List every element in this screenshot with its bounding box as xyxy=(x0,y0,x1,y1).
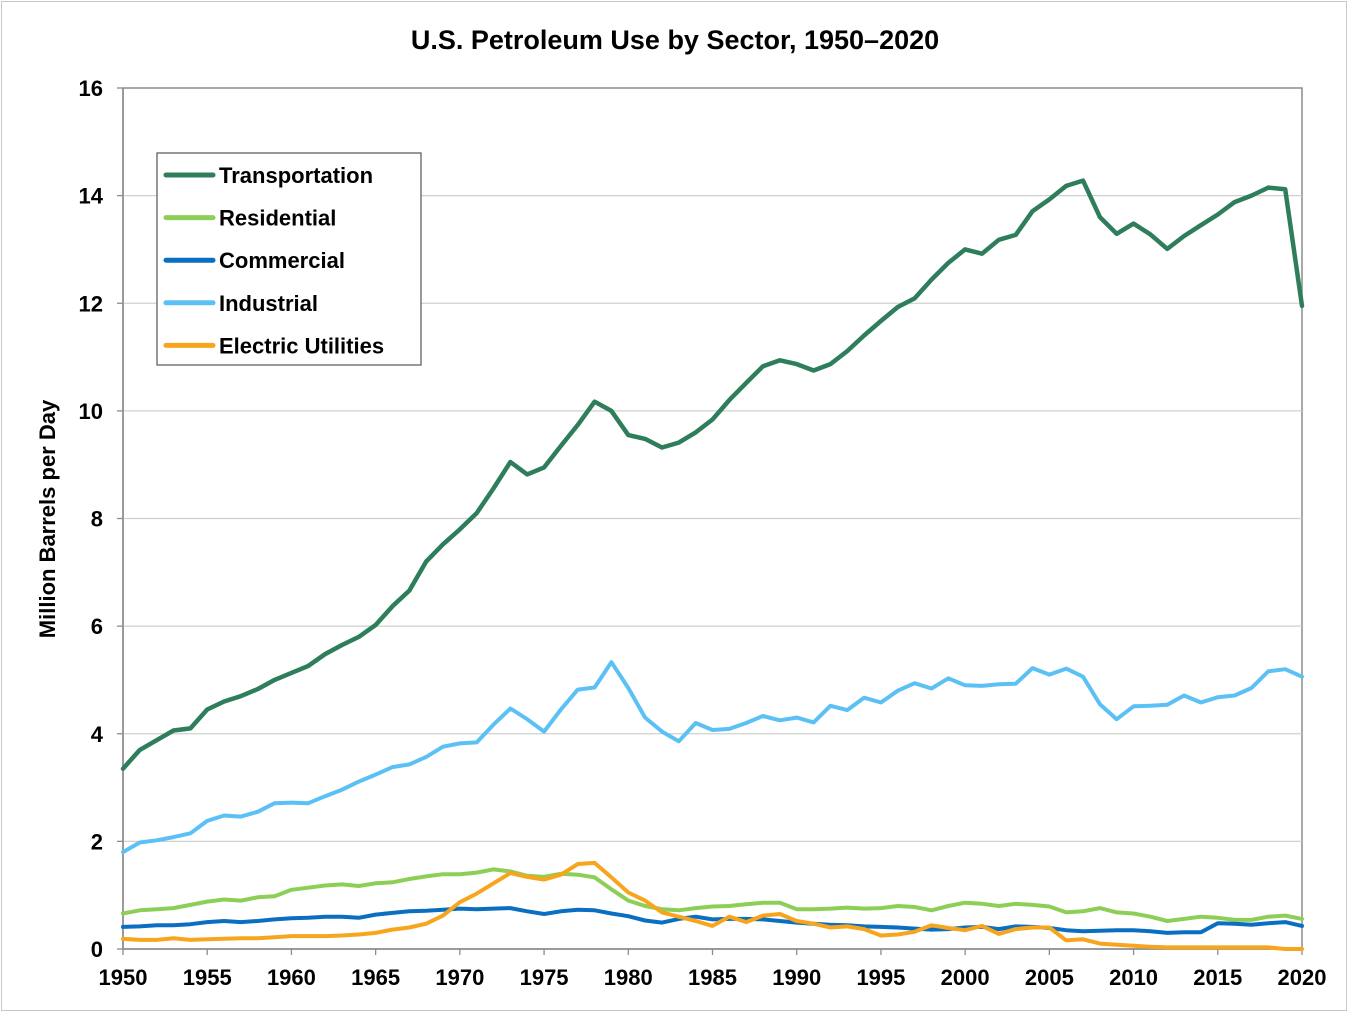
x-tick-label: 1985 xyxy=(688,965,737,990)
x-tick-label: 1950 xyxy=(99,965,148,990)
series-line-electric-utilities xyxy=(121,860,1304,951)
y-tick-label: 16 xyxy=(79,76,103,101)
legend-item-commercial: Commercial xyxy=(163,248,345,273)
y-tick-label: 10 xyxy=(79,399,103,424)
chart-title: U.S. Petroleum Use by Sector, 1950–2020 xyxy=(411,25,939,55)
y-tick-label: 2 xyxy=(91,829,103,854)
legend-item-electric-utilities: Electric Utilities xyxy=(163,333,384,358)
x-tick-label: 1980 xyxy=(604,965,653,990)
legend-label: Electric Utilities xyxy=(219,333,384,358)
y-tick-label: 8 xyxy=(91,507,103,532)
x-tick-label: 2010 xyxy=(1109,965,1158,990)
legend-label: Transportation xyxy=(219,163,373,188)
x-tick-label: 1995 xyxy=(856,965,905,990)
series-line-commercial xyxy=(121,906,1304,935)
x-tick-label: 1975 xyxy=(520,965,569,990)
legend-label: Industrial xyxy=(219,291,318,316)
y-tick-label: 14 xyxy=(79,184,104,209)
x-tick-label: 1970 xyxy=(435,965,484,990)
x-axis-ticks: 1950 1955 1960 1965 1970 1975 1980 1985 1990 1995… xyxy=(99,949,1327,990)
y-tick-label: 0 xyxy=(91,937,103,962)
y-axis-ticks: 0 2 4 6 8 10 12 14 16 xyxy=(79,76,123,962)
legend-item-transportation: Transportation xyxy=(163,163,373,188)
x-tick-label: 2020 xyxy=(1278,965,1327,990)
series-line-industrial xyxy=(121,660,1304,855)
x-tick-label: 1955 xyxy=(183,965,232,990)
legend-label: Residential xyxy=(219,206,336,231)
y-tick-label: 12 xyxy=(79,291,103,316)
legend-item-residential: Residential xyxy=(163,206,336,231)
x-tick-label: 1960 xyxy=(267,965,316,990)
x-tick-label: 1990 xyxy=(772,965,821,990)
x-tick-label: 2005 xyxy=(1025,965,1074,990)
legend-item-industrial: Industrial xyxy=(163,291,318,316)
series-line-residential xyxy=(121,867,1304,923)
y-axis-title: Million Barrels per Day xyxy=(35,399,60,638)
series-line-transportation xyxy=(120,178,1305,771)
x-tick-label: 2000 xyxy=(941,965,990,990)
x-tick-label: 1965 xyxy=(351,965,400,990)
legend-label: Commercial xyxy=(219,248,345,273)
series-lines xyxy=(120,178,1305,951)
y-tick-label: 6 xyxy=(91,614,103,639)
y-tick-label: 4 xyxy=(91,722,104,747)
x-tick-label: 2015 xyxy=(1193,965,1242,990)
legend: Transportation Residential Commercial Indus… xyxy=(156,152,422,366)
